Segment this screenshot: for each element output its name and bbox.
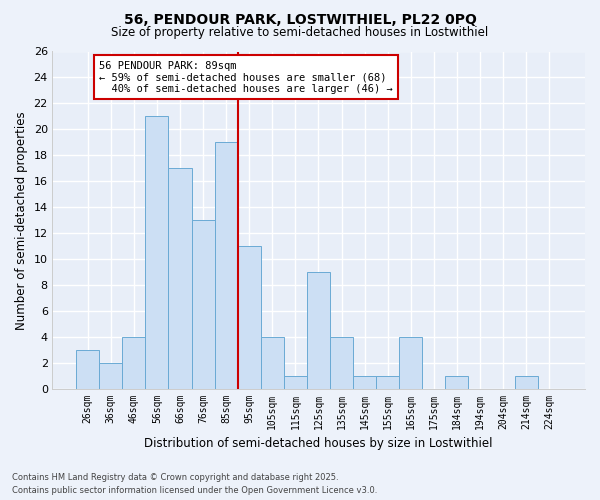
- Bar: [307, 272, 330, 389]
- Text: 56, PENDOUR PARK, LOSTWITHIEL, PL22 0PQ: 56, PENDOUR PARK, LOSTWITHIEL, PL22 0PQ: [124, 12, 476, 26]
- Text: Contains public sector information licensed under the Open Government Licence v3: Contains public sector information licen…: [12, 486, 377, 495]
- Bar: [376, 376, 399, 389]
- Bar: [122, 338, 145, 389]
- X-axis label: Distribution of semi-detached houses by size in Lostwithiel: Distribution of semi-detached houses by …: [144, 437, 493, 450]
- Bar: [191, 220, 215, 389]
- Bar: [145, 116, 169, 389]
- Bar: [169, 168, 191, 389]
- Bar: [330, 338, 353, 389]
- Bar: [261, 338, 284, 389]
- Text: Contains HM Land Registry data © Crown copyright and database right 2025.: Contains HM Land Registry data © Crown c…: [12, 474, 338, 482]
- Bar: [515, 376, 538, 389]
- Bar: [238, 246, 261, 389]
- Bar: [284, 376, 307, 389]
- Y-axis label: Number of semi-detached properties: Number of semi-detached properties: [15, 111, 28, 330]
- Bar: [215, 142, 238, 389]
- Bar: [76, 350, 99, 389]
- Bar: [353, 376, 376, 389]
- Text: Size of property relative to semi-detached houses in Lostwithiel: Size of property relative to semi-detach…: [112, 26, 488, 39]
- Text: 56 PENDOUR PARK: 89sqm
← 59% of semi-detached houses are smaller (68)
  40% of s: 56 PENDOUR PARK: 89sqm ← 59% of semi-det…: [99, 60, 393, 94]
- Bar: [99, 364, 122, 389]
- Bar: [399, 338, 422, 389]
- Bar: [445, 376, 469, 389]
